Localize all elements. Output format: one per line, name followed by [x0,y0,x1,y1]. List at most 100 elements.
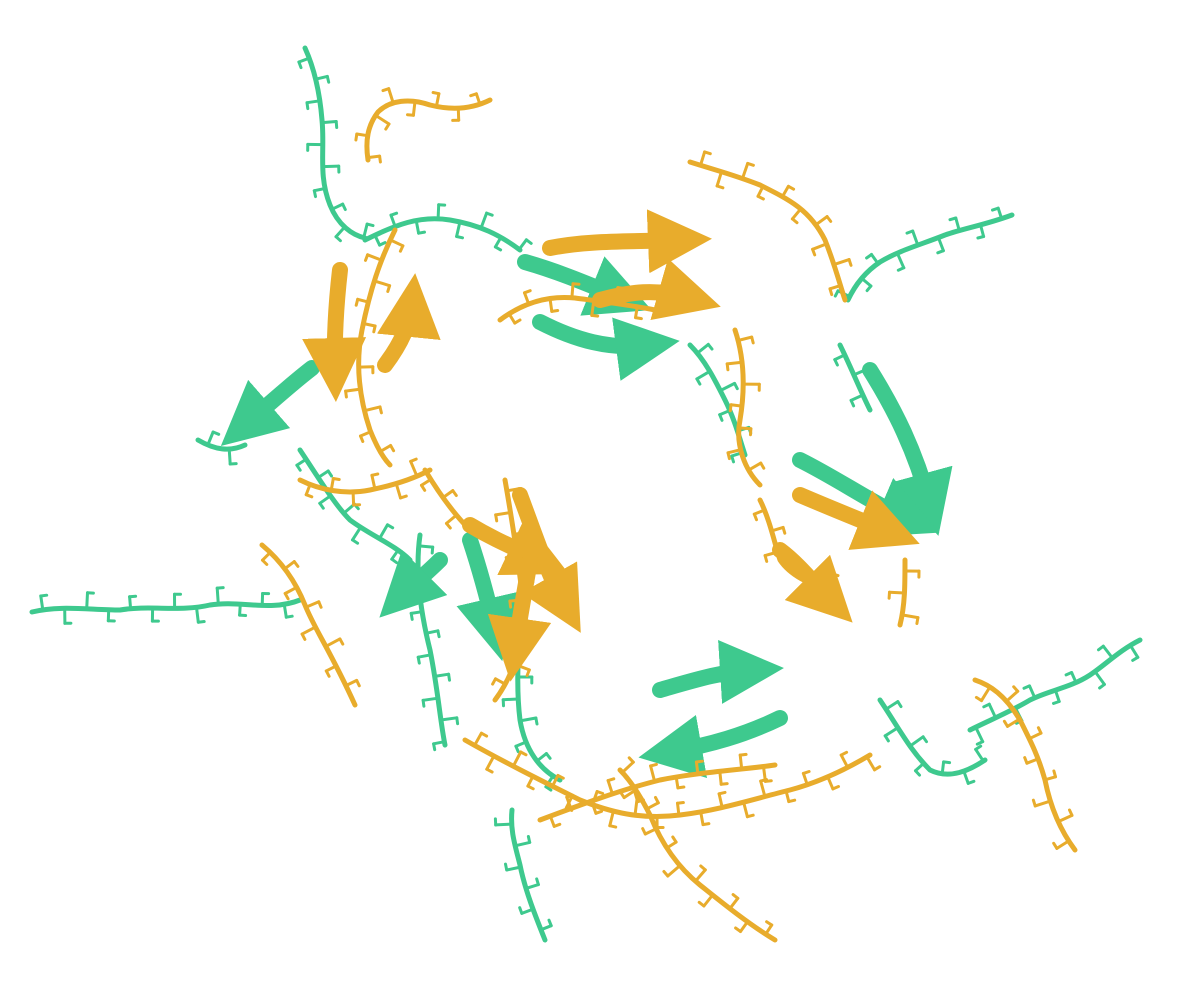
side-chain-stick [300,625,317,636]
side-chain-stick [305,99,322,105]
side-chain-stick [734,926,742,933]
side-chain-stick [706,342,714,351]
side-chain-stick [1028,684,1037,700]
side-chain-stick [896,266,906,272]
side-chain-stick [620,760,635,774]
side-chain-stick [513,318,522,325]
side-chain-stick [507,312,517,325]
side-chain-stick [394,482,402,500]
side-chain-stick [39,593,49,598]
side-chain-stick [717,792,724,809]
side-chain-stick [900,613,920,620]
side-chain-stick [373,233,382,247]
side-chain-stick [752,508,766,516]
side-chain-stick [634,305,639,320]
green-coil [195,437,248,452]
side-chain-stick [519,750,528,757]
side-chain-stick [215,586,225,590]
side-chain-stick [762,765,767,783]
side-chain-stick [345,342,362,347]
side-chain-stick [608,824,618,829]
side-chain-stick [433,586,438,596]
side-chain-stick [873,765,882,772]
side-chain-stick [374,113,391,126]
side-chain-stick [351,525,363,542]
side-chain-stick [697,900,706,908]
side-chain-stick [694,759,704,764]
side-chain-stick [565,795,573,810]
side-chain-stick [849,393,865,402]
side-chain-stick [627,756,635,764]
green-coil [837,342,873,413]
side-chain-stick [725,362,730,372]
side-chain-stick [860,276,873,288]
side-chain-stick [535,752,548,763]
side-chain-stick [485,211,494,217]
side-chain-stick [455,235,464,240]
side-chain-stick [825,215,833,223]
side-chain-stick [128,594,138,599]
side-chain-stick [1043,775,1057,782]
side-chain-stick [839,753,850,769]
side-chain-stick [645,801,660,811]
side-chain-stick [594,809,604,815]
side-chain-stick [833,358,839,367]
side-chain-stick [733,381,739,391]
side-chain-stick [517,238,528,251]
side-chain-stick [1022,684,1031,690]
side-chain-stick [417,230,426,235]
side-chain-stick [535,877,540,887]
side-chain-stick [966,779,976,785]
side-chain-stick [552,822,562,828]
side-chain-stick [526,774,535,788]
side-chain-stick [790,217,799,225]
side-chain-stick [282,602,288,619]
side-chain-stick [671,835,678,844]
green-chain-side-chains [39,56,1140,932]
side-chain-stick [39,594,45,612]
side-chain-stick [378,405,383,415]
side-chain-stick [730,454,735,464]
side-chain-stick [1052,841,1059,850]
side-chain-stick [334,120,339,129]
side-chain-stick [1131,655,1140,662]
side-chain-stick [283,585,299,595]
side-chain-stick [830,572,840,578]
side-chain-stick [1055,839,1071,850]
side-chain-stick [738,752,748,757]
side-chain-stick [662,870,670,878]
side-chain-stick [324,664,338,673]
side-chain-stick [1027,731,1043,741]
side-chain-stick [430,545,435,555]
side-chain-stick [801,771,809,787]
side-chain-stick [634,316,643,321]
side-chain-stick [261,550,272,562]
side-chain-stick [378,444,393,454]
gold-beta-strand [592,258,721,320]
gold-chain-coils [259,97,1078,943]
side-chain-stick [411,99,417,117]
side-chain-stick [654,796,660,805]
side-chain-stick [759,779,767,798]
side-chain-stick [702,893,715,908]
side-chain-stick [865,755,876,772]
side-chain-stick [485,754,496,771]
side-chain-stick [526,784,535,791]
side-chain-stick [354,297,360,307]
side-chain-stick [763,779,773,783]
side-chain-stick [524,883,540,890]
side-chain-stick [895,251,906,270]
side-chain-stick [355,132,370,138]
side-chain-stick [1006,717,1021,728]
side-chain-stick [737,426,753,431]
side-chain-stick [745,813,755,819]
side-chain-stick [787,798,797,804]
side-chain-stick [649,762,658,768]
side-chain-stick [479,211,489,230]
side-chain-stick [420,483,427,492]
side-chain-stick [366,154,382,160]
gold-coil [687,159,848,303]
side-chain-stick [759,461,766,470]
side-chain-stick [738,753,744,771]
side-chain-stick [508,599,513,609]
